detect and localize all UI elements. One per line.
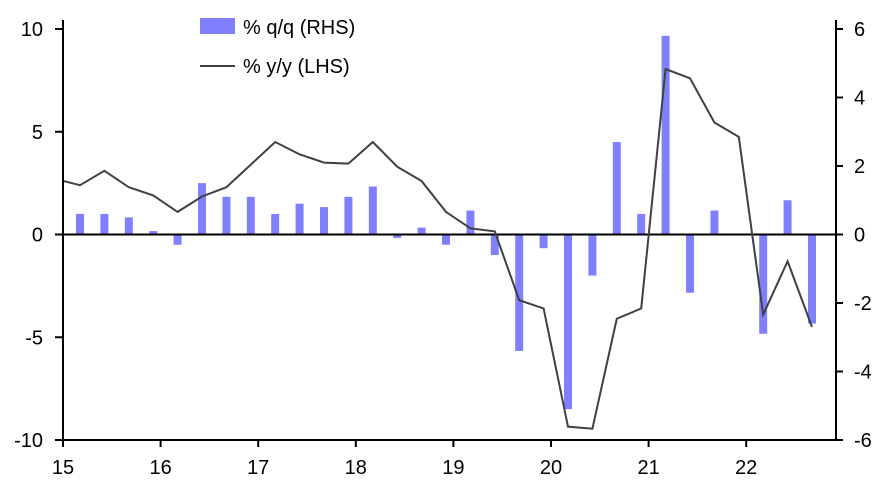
- bar-19Q2: [490, 234, 499, 256]
- bars-series: [76, 35, 816, 410]
- bar-21Q2: [686, 234, 694, 293]
- left-tick-label: -5: [25, 327, 43, 349]
- bar-18Q2: [393, 234, 402, 238]
- x-tick-label: 19: [442, 457, 464, 479]
- right-tick-label: -4: [854, 362, 872, 384]
- bar-15Q1: [76, 213, 84, 235]
- x-tick-label: 18: [345, 457, 367, 479]
- x-tick-label: 20: [540, 457, 562, 479]
- left-tick-label: 0: [32, 225, 43, 247]
- bar-16Q4: [246, 196, 255, 235]
- bar-15Q4: [149, 231, 158, 235]
- x-tick-label: 15: [52, 457, 74, 479]
- left-tick-label: 10: [21, 19, 43, 41]
- bar-15Q3: [124, 217, 133, 235]
- x-tick-label: 21: [637, 457, 659, 479]
- line-series: [63, 67, 813, 430]
- x-tick-label: 17: [247, 457, 269, 479]
- right-tick-label: 4: [854, 88, 865, 110]
- bar-17Q4: [344, 196, 353, 235]
- bar-22Q2: [783, 200, 792, 235]
- bar-20Q3: [612, 142, 621, 235]
- bar-16Q2: [198, 183, 206, 235]
- bar-20Q1: [564, 234, 572, 410]
- bar-16Q3: [222, 196, 231, 235]
- bar-18Q3: [417, 227, 426, 235]
- bar-20Q2: [588, 234, 597, 276]
- x-tick-label: 16: [149, 457, 171, 479]
- legend-label-qq: % q/q (RHS): [243, 17, 355, 39]
- yy-line: [63, 67, 813, 430]
- legend-swatch-bar: [200, 18, 235, 34]
- bar-21Q3: [710, 210, 719, 235]
- right-tick-label: 6: [854, 19, 865, 41]
- bar-19Q4: [539, 234, 548, 249]
- right-tick-label: -6: [854, 430, 872, 452]
- left-tick-label: -10: [14, 430, 43, 452]
- bar-18Q1: [368, 186, 377, 235]
- right-tick-label: -2: [854, 293, 872, 315]
- legend-label-yy: % y/y (LHS): [243, 56, 350, 78]
- bar-18Q4: [442, 234, 450, 245]
- bar-17Q1: [271, 213, 280, 235]
- left-tick-label: 5: [32, 122, 43, 144]
- bar-17Q2: [295, 203, 304, 235]
- bar-21Q1: [661, 35, 670, 235]
- right-tick-label: 2: [854, 156, 865, 178]
- bar-22Q3: [808, 234, 816, 324]
- bar-22Q1: [759, 234, 768, 334]
- bar-16Q1: [173, 234, 182, 245]
- right-tick-label: 0: [854, 225, 865, 247]
- bar-15Q2: [100, 213, 109, 235]
- bar-17Q3: [320, 207, 328, 235]
- bar-19Q1: [466, 210, 475, 235]
- legend: % q/q (RHS) % y/y (LHS): [200, 17, 355, 78]
- x-tick-label: 22: [735, 457, 757, 479]
- bar-19Q3: [515, 234, 524, 351]
- bar-20Q4: [637, 213, 646, 235]
